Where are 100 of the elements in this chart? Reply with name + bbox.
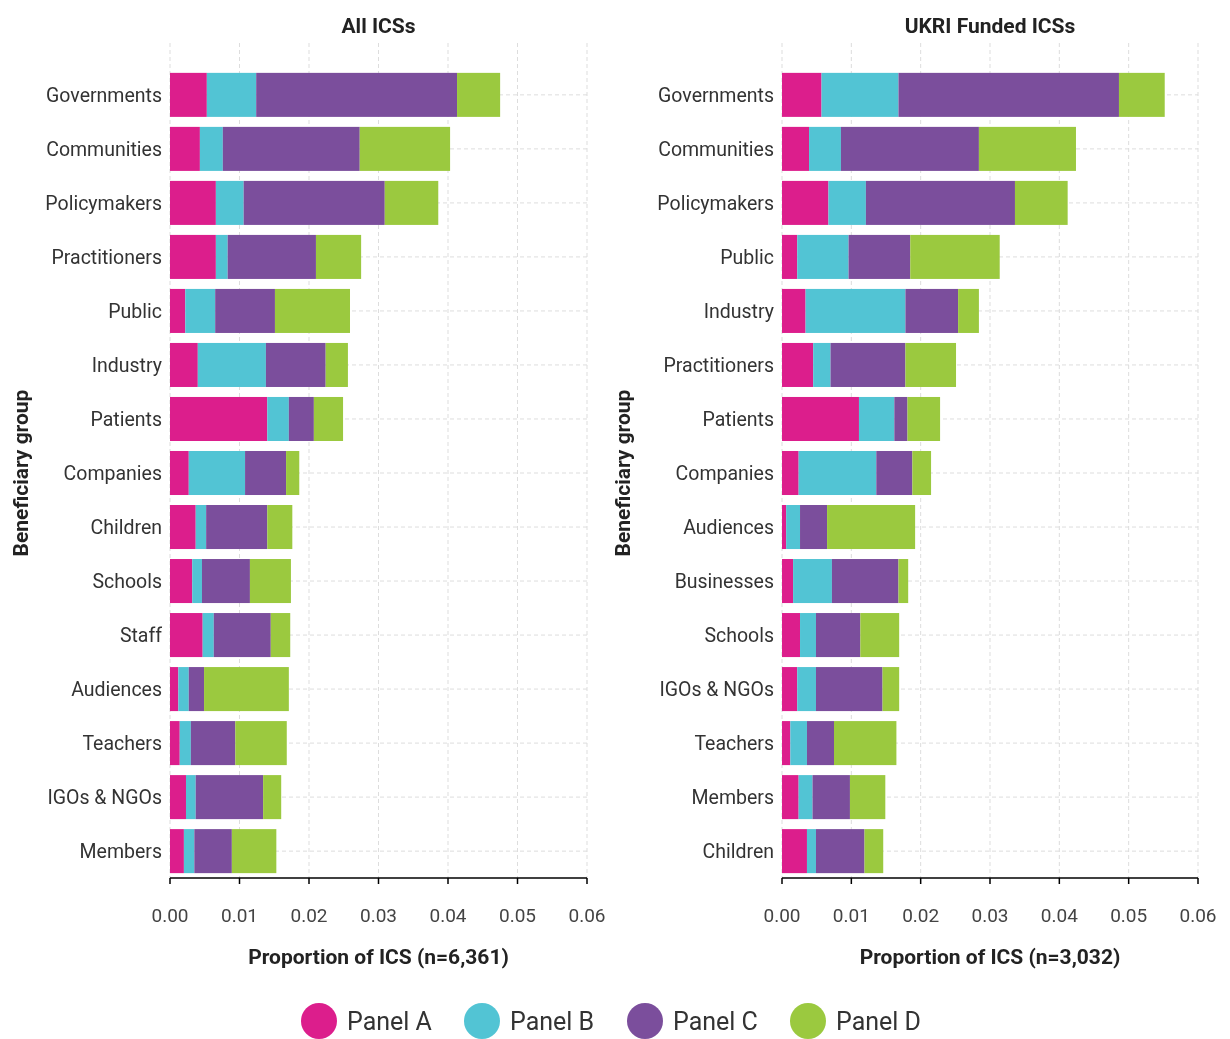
bar (206, 72, 257, 117)
y-axis-title: Beneficiary group (611, 389, 635, 557)
bar (798, 775, 813, 820)
bar (170, 505, 196, 550)
bar (800, 613, 816, 658)
bar (256, 72, 458, 117)
y-tick-label: Companies (63, 462, 162, 485)
y-tick-label: Members (79, 840, 162, 864)
bar (215, 288, 275, 333)
y-tick-label: Businesses (674, 570, 774, 594)
bar (830, 342, 906, 387)
bar (812, 775, 850, 820)
y-tick-label: Public (108, 299, 162, 323)
bar (170, 829, 184, 874)
bar (782, 396, 859, 441)
bar (806, 721, 834, 766)
bar (782, 667, 798, 712)
x-tick-label: 0.04 (429, 904, 467, 927)
legend-label: Panel B (510, 1007, 595, 1036)
y-tick-label: Communities (658, 137, 774, 161)
bar (195, 775, 264, 820)
bar (194, 829, 232, 874)
bar (178, 667, 189, 712)
bar (270, 613, 291, 658)
bar (170, 396, 268, 441)
y-tick-label: Audiences (71, 678, 162, 702)
bar (898, 559, 909, 604)
bar (313, 396, 344, 441)
y-tick-label: Teachers (82, 732, 162, 756)
bar (828, 180, 866, 225)
bar (265, 342, 326, 387)
chart-title: All ICSs (341, 14, 416, 38)
bar (179, 721, 191, 766)
y-tick-label: Audiences (683, 516, 774, 540)
bar (858, 396, 895, 441)
x-tick-label: 0.03 (359, 904, 398, 927)
x-axis-title: Proportion of ICS (n=6,361) (248, 945, 509, 969)
y-tick-label: Industry (91, 353, 162, 377)
bar (170, 613, 203, 658)
bar (797, 667, 816, 712)
bar (912, 450, 932, 496)
y-tick-label: Practitioners (51, 245, 162, 269)
bar (384, 180, 439, 225)
y-tick-label: Governments (658, 83, 774, 107)
bar (782, 72, 822, 117)
legend-label: Panel A (347, 1007, 432, 1036)
bar (782, 126, 810, 171)
y-tick-label: Policymakers (657, 191, 774, 215)
bar (882, 667, 900, 712)
x-tick-label: 0.05 (498, 904, 537, 927)
bar (805, 288, 906, 333)
y-tick-label: Staff (119, 624, 163, 648)
y-tick-label: Teachers (694, 732, 774, 756)
y-axis-title: Beneficiary group (9, 389, 33, 557)
bar (170, 288, 186, 333)
bar (213, 613, 271, 658)
bar (782, 234, 798, 279)
bar (798, 450, 877, 496)
bar (782, 505, 787, 550)
bar (793, 559, 832, 604)
bar (188, 450, 246, 496)
bar (192, 559, 202, 604)
bar (790, 721, 807, 766)
bar (190, 721, 236, 766)
y-tick-label: Children (702, 840, 774, 864)
bar (315, 234, 362, 279)
bar (195, 505, 207, 550)
y-tick-label: IGOs & NGOs (659, 678, 774, 702)
y-tick-label: Schools (704, 624, 774, 648)
bar (905, 342, 957, 387)
x-tick-label: 0.00 (151, 904, 189, 927)
bar (170, 180, 216, 225)
x-tick-label: 0.05 (1110, 904, 1148, 927)
bar (782, 180, 829, 225)
bar (457, 72, 501, 117)
bar (267, 396, 289, 441)
x-tick-label: 0.01 (220, 904, 259, 927)
x-tick-label: 0.06 (1179, 904, 1217, 927)
y-tick-label: Patients (702, 407, 774, 431)
bar (782, 613, 801, 658)
bar (183, 829, 195, 874)
bar (245, 450, 287, 496)
bar (898, 72, 1119, 117)
bar (222, 126, 360, 171)
bar (958, 288, 979, 333)
bar (188, 667, 205, 712)
bar (978, 126, 1076, 171)
bar (864, 829, 884, 874)
x-tick-label: 0.00 (763, 904, 801, 927)
bar (831, 559, 899, 604)
bar (782, 342, 814, 387)
chart-title: UKRI Funded ICSs (904, 14, 1076, 38)
bar (243, 180, 385, 225)
bar (170, 450, 189, 496)
bar (806, 829, 816, 874)
x-tick-label: 0.03 (971, 904, 1009, 927)
bar (170, 234, 216, 279)
x-axis-title: Proportion of ICS (n=3,032) (859, 945, 1121, 969)
bar (267, 505, 293, 550)
bar (848, 234, 911, 279)
